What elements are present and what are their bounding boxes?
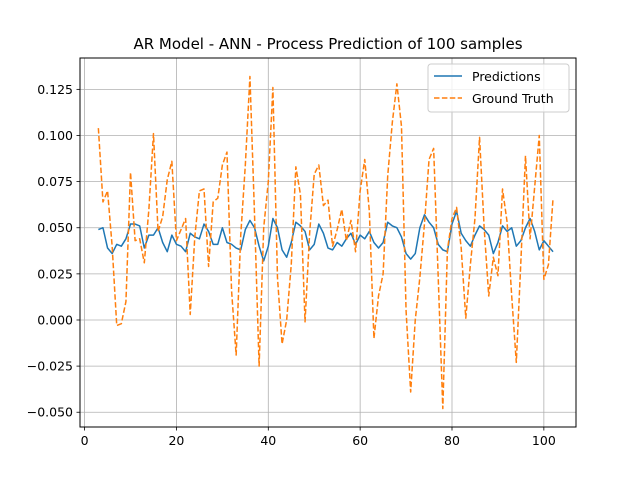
y-tick-label: −0.050	[27, 405, 73, 420]
x-tick-label: 80	[444, 433, 460, 448]
legend-label-ground-truth: Ground Truth	[472, 91, 554, 106]
x-tick-label: 100	[532, 433, 556, 448]
y-tick-label: 0.125	[37, 82, 73, 97]
legend: Predictions Ground Truth	[427, 63, 570, 113]
x-tick-label: 40	[260, 433, 276, 448]
y-tick-label: 0.075	[37, 174, 73, 189]
axis-ticks: 0 20 40 60 80 100 −0.050 −0.025 0.000 0.025 0.050 0…	[27, 82, 556, 448]
legend-box	[427, 63, 570, 113]
y-tick-label: 0.000	[37, 312, 73, 327]
chart-title: AR Model - ANN - Process Prediction of 1…	[133, 35, 522, 53]
legend-label-predictions: Predictions	[472, 69, 541, 84]
series-line-predictions	[98, 210, 554, 262]
x-tick-label: 0	[81, 433, 89, 448]
y-tick-label: 0.100	[37, 128, 73, 143]
y-tick-label: −0.025	[27, 359, 73, 374]
y-tick-label: 0.025	[37, 266, 73, 281]
y-tick-label: 0.050	[37, 220, 73, 235]
series-line-ground-truth	[97, 75, 554, 410]
x-tick-label: 60	[352, 433, 368, 448]
plot-lines	[97, 75, 554, 410]
x-tick-label: 20	[168, 433, 184, 448]
plot-frame	[79, 57, 577, 428]
